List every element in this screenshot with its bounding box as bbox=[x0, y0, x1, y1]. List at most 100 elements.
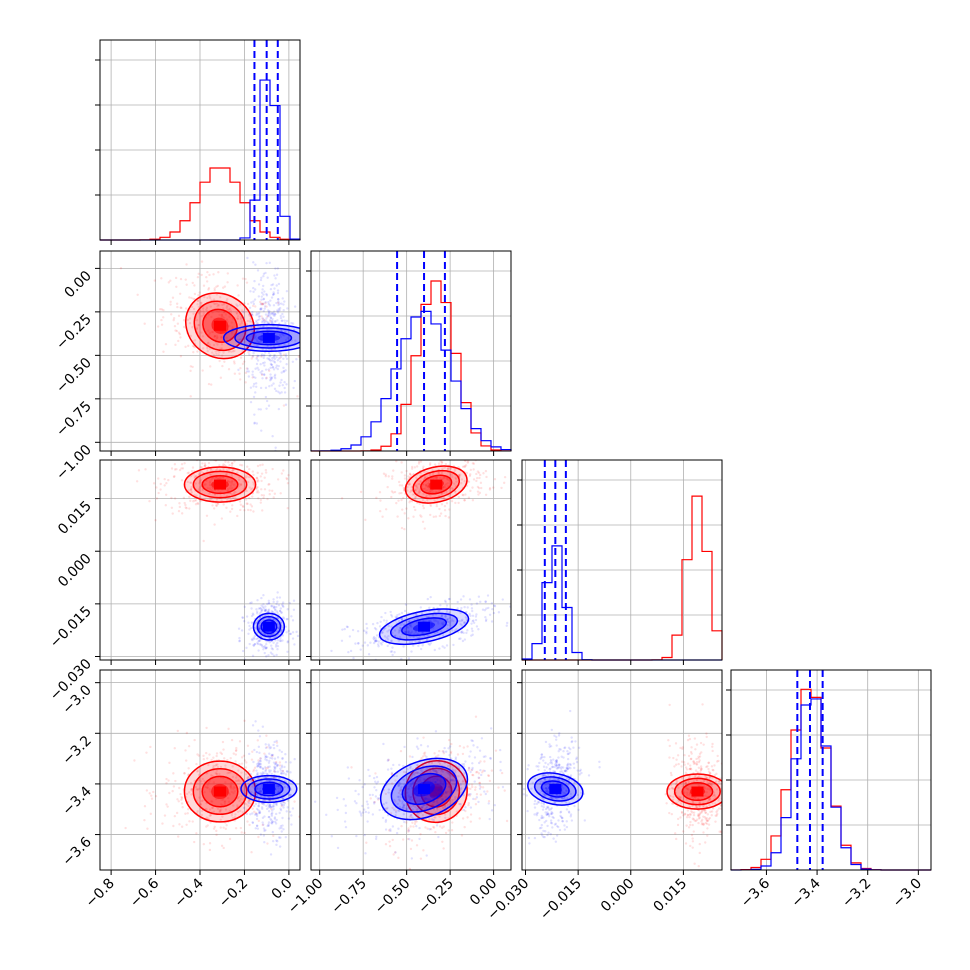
scatter-point bbox=[234, 779, 238, 783]
scatter-point bbox=[347, 651, 350, 654]
scatter-point bbox=[246, 502, 249, 506]
scatter-point bbox=[467, 793, 470, 796]
scatter-point bbox=[429, 770, 432, 773]
scatter-point bbox=[458, 802, 461, 806]
scatter-point bbox=[533, 806, 537, 809]
scatter-point bbox=[270, 753, 274, 757]
scatter-point bbox=[478, 817, 481, 820]
scatter-point bbox=[199, 310, 202, 313]
scatter-point bbox=[388, 629, 391, 632]
scatter-point bbox=[241, 504, 245, 508]
scatter-point bbox=[180, 795, 183, 799]
scatter-point bbox=[271, 357, 274, 360]
scatter-point bbox=[705, 765, 708, 769]
scatter-point bbox=[470, 627, 474, 630]
scatter-point bbox=[400, 526, 404, 530]
scatter-point bbox=[414, 630, 417, 634]
scatter-point bbox=[293, 379, 296, 383]
scatter-point bbox=[384, 820, 387, 823]
scatter-point bbox=[252, 385, 255, 388]
scatter-point bbox=[257, 790, 261, 793]
scatter-point bbox=[268, 314, 271, 317]
scatter-point bbox=[279, 356, 282, 359]
scatter-point bbox=[277, 300, 280, 303]
scatter-point bbox=[271, 610, 274, 614]
scatter-point bbox=[573, 766, 576, 770]
scatter-point bbox=[474, 803, 478, 806]
scatter-point bbox=[206, 347, 209, 350]
scatter-point bbox=[209, 469, 213, 472]
scatter-point bbox=[231, 765, 234, 768]
scatter-point bbox=[422, 619, 425, 623]
scatter-point bbox=[472, 478, 476, 481]
scatter-point bbox=[214, 302, 217, 306]
scatter-point bbox=[286, 650, 289, 653]
scatter-point bbox=[398, 492, 401, 495]
scatter-point bbox=[704, 794, 707, 797]
scatter-point bbox=[457, 767, 460, 770]
scatter-point bbox=[432, 800, 436, 803]
scatter-point bbox=[402, 496, 405, 500]
scatter-point bbox=[477, 493, 480, 496]
scatter-point bbox=[418, 837, 421, 841]
scatter-point bbox=[233, 362, 236, 365]
scatter-point bbox=[416, 616, 419, 620]
scatter-point bbox=[215, 352, 218, 355]
scatter-point bbox=[408, 797, 412, 800]
scatter-point bbox=[438, 815, 441, 818]
scatter-ff0000-2-1 bbox=[340, 460, 507, 531]
scatter-point bbox=[425, 470, 428, 474]
scatter-point bbox=[223, 800, 226, 804]
scatter-point bbox=[172, 824, 175, 828]
scatter-point bbox=[409, 796, 413, 799]
scatter-point bbox=[220, 313, 223, 317]
scatter-point bbox=[259, 278, 263, 282]
scatter-point bbox=[462, 622, 466, 625]
scatter-point bbox=[706, 827, 709, 830]
scatter-point bbox=[260, 354, 263, 357]
scatter-point bbox=[225, 306, 228, 309]
scatter-point bbox=[252, 382, 256, 386]
scatter-point bbox=[451, 778, 455, 782]
scatter-point bbox=[256, 762, 259, 766]
scatter-point bbox=[270, 283, 273, 287]
scatter-point bbox=[177, 509, 181, 513]
scatter-point bbox=[475, 625, 479, 628]
scatter-point bbox=[695, 743, 699, 746]
scatter-point bbox=[281, 297, 284, 300]
scatter-point bbox=[250, 456, 252, 458]
scatter-point bbox=[686, 787, 689, 791]
scatter-point bbox=[415, 485, 419, 489]
scatter-point bbox=[201, 347, 205, 350]
scatter-point bbox=[407, 830, 410, 833]
scatter-point bbox=[190, 788, 194, 791]
scatter-point bbox=[394, 809, 398, 812]
scatter-point bbox=[243, 605, 246, 609]
scatter-point bbox=[354, 642, 357, 645]
scatter-point bbox=[483, 760, 486, 763]
scatter-point bbox=[414, 640, 417, 643]
scatter-point bbox=[478, 787, 482, 790]
scatter-point bbox=[441, 477, 444, 481]
scatter-point bbox=[419, 772, 422, 775]
scatter-point bbox=[387, 788, 391, 791]
scatter-point bbox=[566, 783, 570, 787]
scatter-point bbox=[280, 302, 283, 305]
scatter-point bbox=[403, 806, 406, 810]
scatter-point bbox=[255, 824, 259, 827]
scatter-point bbox=[281, 626, 284, 629]
scatter-point bbox=[197, 502, 200, 506]
scatter-point bbox=[191, 281, 194, 285]
scatter-point bbox=[267, 806, 270, 809]
scatter-point bbox=[261, 302, 265, 306]
scatter-point bbox=[169, 279, 172, 282]
scatter-point bbox=[211, 311, 214, 314]
scatter-point bbox=[231, 504, 234, 507]
scatter-point bbox=[215, 829, 218, 833]
scatter-point bbox=[457, 765, 461, 768]
scatter-point bbox=[285, 477, 288, 480]
scatter-point bbox=[268, 795, 271, 799]
scatter-point bbox=[273, 816, 277, 819]
scatter-point bbox=[225, 506, 228, 510]
scatter-point bbox=[475, 613, 478, 616]
